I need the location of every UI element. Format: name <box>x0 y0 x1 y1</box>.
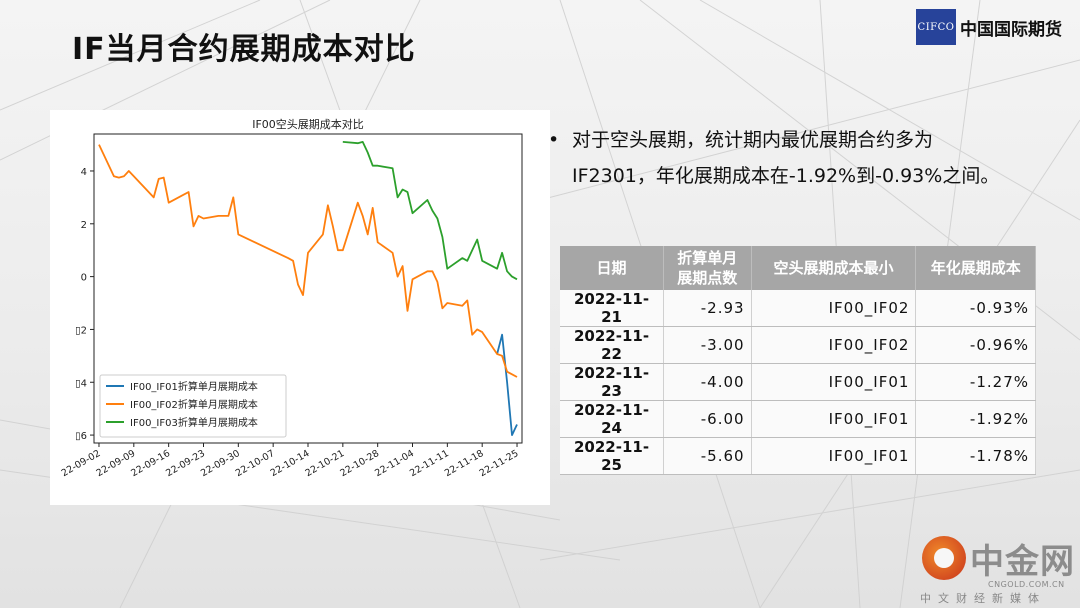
cell-rate: -0.96% <box>915 326 1036 364</box>
legend-label: IF00_IF03折算单月展期成本 <box>130 416 258 429</box>
y-tick-label: 4 <box>81 167 87 178</box>
logo-mark: CIFCO <box>916 9 956 45</box>
y-tick-label: 0 <box>81 273 87 284</box>
watermark-domain: CNGOLD.COM.CN <box>988 580 1065 589</box>
legend-label: IF00_IF02折算单月展期成本 <box>130 398 258 411</box>
watermark-tagline: 中文财经新媒体 <box>920 592 1046 605</box>
page-title: IF当月合约展期成本对比 <box>72 32 416 67</box>
chart-title: IF00空头展期成本对比 <box>252 117 364 131</box>
legend-label: IF00_IF01折算单月展期成本 <box>130 380 258 393</box>
logo-name: 中国国际期货 <box>960 19 1062 40</box>
cell-contract: IF00_IF01 <box>751 363 917 401</box>
cell-rate: -1.27% <box>915 363 1036 401</box>
y-tick-label: 2 <box>81 220 87 231</box>
series-line-2 <box>98 144 518 378</box>
chart-legend: IF00_IF01折算单月展期成本 IF00_IF02折算单月展期成本 IF00_I… <box>99 374 287 438</box>
header-points: 折算单月展期点数 <box>663 246 752 290</box>
header-date: 日期 <box>560 246 665 290</box>
watermark-logo-icon <box>922 536 966 580</box>
table-row: 2022-11-22 -3.00 IF00_IF02 -0.96% <box>560 326 1036 364</box>
cell-contract: IF00_IF01 <box>751 437 917 475</box>
line-chart: IF00空头展期成本对比 420▯2▯4▯6 22-09-0222-09-092… <box>50 110 550 505</box>
bullet-line-2: IF2301，年化展期成本在-1.92%到-0.93%之间。 <box>572 165 1000 187</box>
watermark-name: 中金网 <box>970 542 1075 582</box>
cell-date: 2022-11-25 <box>560 437 665 475</box>
cell-contract: IF00_IF01 <box>751 400 917 438</box>
cell-date: 2022-11-21 <box>560 290 665 327</box>
company-logo: CIFCO 中国国际期货 <box>916 8 1062 46</box>
cell-contract: IF00_IF02 <box>751 326 917 364</box>
cell-points: -5.60 <box>663 437 752 475</box>
table-header-row: 日期 折算单月展期点数 空头展期成本最小 年化展期成本 <box>560 246 1036 290</box>
cell-points: -2.93 <box>663 290 752 327</box>
cell-rate: -1.92% <box>915 400 1036 438</box>
cell-date: 2022-11-24 <box>560 400 665 438</box>
summary-bullet: • 对于空头展期，统计期内最优展期合约多为 IF2301，年化展期成本在-1.9… <box>548 122 1058 194</box>
bullet-line-1: 对于空头展期，统计期内最优展期合约多为 <box>572 129 934 151</box>
table-row: 2022-11-21 -2.93 IF00_IF02 -0.93% <box>560 290 1036 327</box>
cell-date: 2022-11-22 <box>560 326 665 364</box>
header-rate: 年化展期成本 <box>915 246 1036 290</box>
table-row: 2022-11-24 -6.00 IF00_IF01 -1.92% <box>560 400 1036 438</box>
cell-points: -4.00 <box>663 363 752 401</box>
series-line-3 <box>342 140 518 281</box>
cell-points: -6.00 <box>663 400 752 438</box>
table-row: 2022-11-25 -5.60 IF00_IF01 -1.78% <box>560 437 1036 475</box>
cell-rate: -1.78% <box>915 437 1036 475</box>
series-line-1 <box>496 333 518 437</box>
cell-points: -3.00 <box>663 326 752 364</box>
cell-date: 2022-11-23 <box>560 363 665 401</box>
header-contract: 空头展期成本最小 <box>751 246 917 290</box>
table-row: 2022-11-23 -4.00 IF00_IF01 -1.27% <box>560 363 1036 401</box>
y-tick-label: ▯4 <box>75 378 87 389</box>
y-tick-label: ▯6 <box>75 431 87 442</box>
watermark: 中金网 CNGOLD.COM.CN 中文财经新媒体 <box>920 532 1080 608</box>
cell-rate: -0.93% <box>915 290 1036 327</box>
chart-container: IF00空头展期成本对比 4 2 0 ▯2 ▯4 ▯6 22-09-02 22-09-09 2… <box>50 110 550 505</box>
roll-cost-table: 日期 折算单月展期点数 空头展期成本最小 年化展期成本 2022-11-21 -2… <box>560 246 1036 475</box>
cell-contract: IF00_IF02 <box>751 290 917 327</box>
bullet-dot: • <box>548 129 560 151</box>
y-tick-label: ▯2 <box>75 325 87 336</box>
legend-box <box>99 374 287 438</box>
